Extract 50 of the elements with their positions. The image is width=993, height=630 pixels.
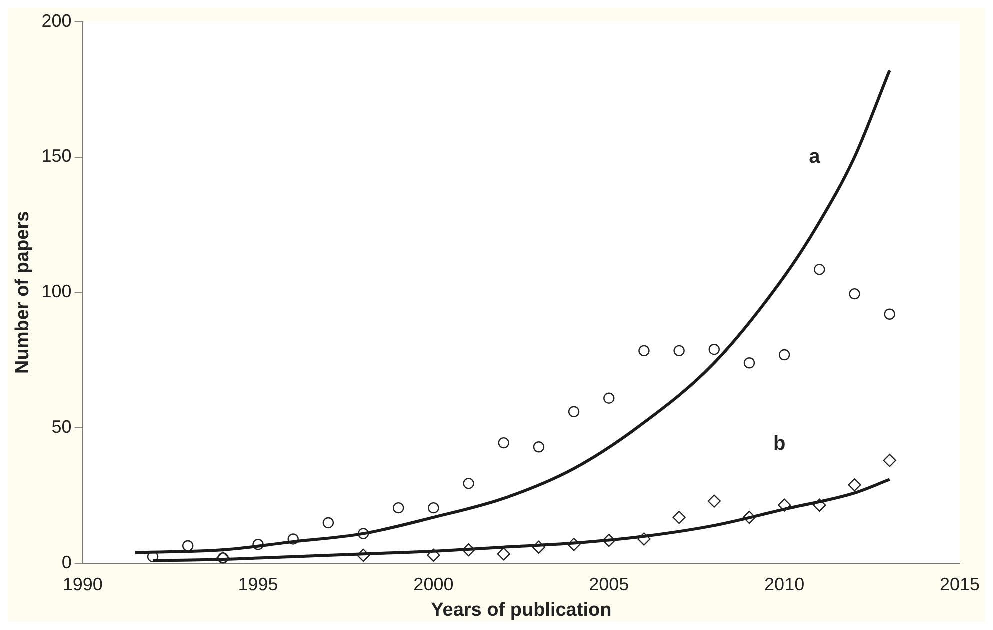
point [744,358,756,369]
point [708,344,720,356]
point [778,349,790,361]
y-tick-label: 200 [42,10,72,31]
point [708,494,721,508]
series-label: a [809,146,822,168]
point [497,548,510,561]
point [358,528,370,540]
point [638,532,651,546]
point [848,478,862,492]
point [813,498,826,512]
point [638,345,650,357]
point [288,534,299,545]
y-axis-title: Number of papers [12,211,34,374]
y-tick-label: 150 [42,146,72,166]
y-tick-label: 50 [52,417,72,438]
point [356,548,370,562]
point [568,406,580,418]
point [567,538,581,552]
point [674,345,685,357]
x-tick-label: 2015 [940,574,980,594]
y-tick-label: 100 [42,282,72,302]
point [428,502,440,514]
y-tick-label: 0 [62,552,72,573]
point [532,540,546,554]
point [427,548,440,562]
point [742,510,756,524]
point [463,478,474,490]
x-tick-label: 1995 [238,574,278,594]
point [604,392,615,404]
x-axis-title: Years of publication [431,600,612,621]
point [884,308,896,320]
x-tick-label: 2010 [764,574,805,594]
point [778,498,792,512]
point [672,510,686,524]
point [498,437,510,449]
point [883,454,896,468]
point [182,540,194,552]
point [602,534,616,548]
point [393,502,404,514]
point [322,517,334,529]
point [252,539,264,550]
point [814,264,826,276]
text: b [773,432,786,455]
point [533,442,545,453]
x-tick-label: 2005 [589,574,630,594]
x-tick-label: 1990 [62,574,103,594]
point [849,288,860,300]
point [462,543,476,557]
x-tick-label: 2000 [414,574,454,594]
